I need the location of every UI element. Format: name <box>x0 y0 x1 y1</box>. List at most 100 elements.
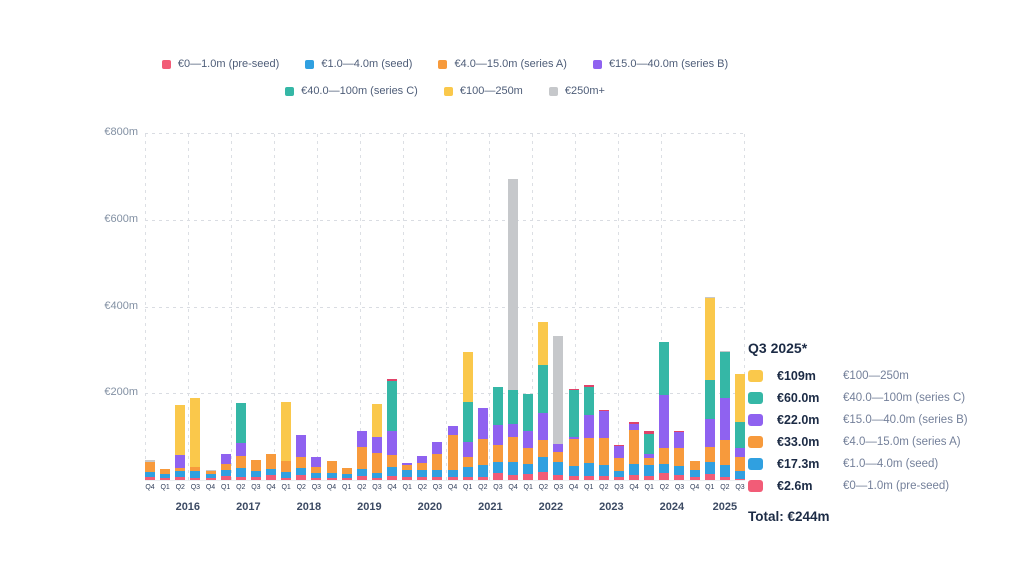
segment-series_a <box>190 466 201 471</box>
segment-series_b <box>356 431 367 448</box>
panel-label: €0—1.0m (pre-seed) <box>843 479 950 492</box>
bar-2025-q2[interactable] <box>719 350 730 480</box>
bar-2017-q2[interactable] <box>235 403 246 480</box>
x-tick-year: 2025 <box>712 501 738 513</box>
gridline <box>403 133 404 480</box>
bar-slot <box>281 401 292 480</box>
segment-series_b <box>432 442 443 454</box>
segment-series_b <box>220 454 231 464</box>
bar-2020-q2[interactable] <box>417 456 428 480</box>
segment-seed <box>447 470 458 477</box>
gridline <box>145 393 745 395</box>
bar-2020-q4[interactable] <box>447 425 458 480</box>
legend-label: €1.0—4.0m (seed) <box>321 58 413 70</box>
x-tick-year: 2023 <box>599 501 624 513</box>
bar-2018-q2[interactable] <box>296 434 307 480</box>
bar-slot <box>266 454 276 480</box>
segment-series_a <box>462 457 473 467</box>
bar-2021-q3[interactable] <box>492 387 503 480</box>
segment-m100_250 <box>734 374 745 422</box>
segment-cap <box>644 431 655 434</box>
bar-2020-q3[interactable] <box>432 442 443 480</box>
segment-seed <box>598 464 609 476</box>
segment-series_b <box>629 424 639 431</box>
bar-2019-q2[interactable] <box>356 431 367 480</box>
segment-pre_seed <box>629 474 639 480</box>
bar-2016-q1[interactable] <box>160 469 171 480</box>
x-tick-year: 2017 <box>236 501 261 513</box>
panel-title: Q3 2025* <box>748 340 808 356</box>
x-tick-year: 2016 <box>175 501 201 513</box>
bar-2023-q4[interactable] <box>629 421 639 480</box>
bar-2016-q3[interactable] <box>190 398 201 480</box>
legend-item-pre_seed[interactable]: €0—1.0m (pre-seed) <box>161 58 279 70</box>
segment-series_a <box>704 447 715 463</box>
gridline <box>145 219 745 221</box>
bar-2021-q1[interactable] <box>462 352 473 480</box>
bar-2018-q3[interactable] <box>311 457 322 480</box>
segment-series_a <box>553 452 564 462</box>
bar-2022-q1[interactable] <box>523 394 534 480</box>
bar-2017-q1[interactable] <box>220 454 231 480</box>
bar-slot <box>250 459 261 480</box>
panel-label: €1.0—4.0m (seed) <box>843 457 939 470</box>
bar-2025-q3[interactable] <box>734 374 745 480</box>
bar-2025-q1[interactable] <box>704 297 715 480</box>
legend-item-series_b[interactable]: €15.0—40.0m (series B) <box>592 58 729 70</box>
segment-series_c <box>583 386 594 415</box>
x-tick-quarter: Q4 <box>326 484 337 491</box>
bar-2021-q4[interactable] <box>508 178 518 480</box>
segment-cap <box>387 379 397 382</box>
panel-label: €40.0—100m (series C) <box>843 391 966 404</box>
segment-seed <box>175 471 186 478</box>
x-tick-quarter: Q3 <box>735 484 745 491</box>
legend-item-m100_250[interactable]: €100—250m <box>443 85 523 97</box>
bar-2022-q2[interactable] <box>538 321 549 480</box>
bar-2024-q4[interactable] <box>689 460 700 480</box>
bar-slot <box>508 178 518 480</box>
segment-pre_seed <box>235 476 246 480</box>
legend-label: €15.0—40.0m (series B) <box>608 58 729 70</box>
segment-seed <box>235 467 246 477</box>
bar-2019-q1[interactable] <box>341 467 352 480</box>
legend-item-series_c[interactable]: €40.0—100m (series C) <box>285 85 418 97</box>
segment-seed <box>356 468 367 476</box>
segment-seed <box>266 468 276 475</box>
bar-slot <box>402 463 413 480</box>
bar-2015-q4[interactable] <box>145 460 155 480</box>
y-tick: €200m <box>104 386 138 399</box>
bar-2019-q4[interactable] <box>387 379 397 480</box>
legend-item-series_a[interactable]: €4.0—15.0m (series A) <box>438 58 567 70</box>
bar-2024-q1[interactable] <box>644 431 655 480</box>
gridline <box>489 133 490 480</box>
legend-item-m250_plus[interactable]: €250m+ <box>548 85 605 97</box>
bar-2023-q2[interactable] <box>598 409 609 480</box>
bar-2017-q3[interactable] <box>250 459 261 480</box>
bar-2021-q2[interactable] <box>477 408 488 480</box>
legend-item-seed[interactable]: €1.0—4.0m (seed) <box>305 58 412 70</box>
bar-2016-q4[interactable] <box>205 469 216 480</box>
segment-seed <box>613 471 624 478</box>
bar-2023-q3[interactable] <box>613 444 624 480</box>
x-tick-quarter: Q3 <box>432 484 443 491</box>
segment-seed <box>311 473 322 478</box>
bar-2020-q1[interactable] <box>402 463 413 480</box>
bar-2018-q4[interactable] <box>326 460 337 480</box>
bar-2016-q2[interactable] <box>175 405 186 480</box>
bar-2018-q1[interactable] <box>281 401 292 480</box>
x-tick-quarter: Q1 <box>463 484 473 491</box>
segment-series_a <box>508 436 518 462</box>
bar-2019-q3[interactable] <box>371 404 382 480</box>
bar-2024-q2[interactable] <box>659 342 670 480</box>
bar-slot <box>613 444 624 480</box>
segment-pre_seed <box>387 475 397 480</box>
bar-2022-q3[interactable] <box>553 336 564 480</box>
x-tick-quarter: Q3 <box>553 484 564 491</box>
bar-2022-q4[interactable] <box>568 388 579 480</box>
bar-2017-q4[interactable] <box>266 454 276 480</box>
gridline <box>145 133 146 480</box>
bar-slot <box>387 379 397 480</box>
segment-series_a <box>477 439 488 466</box>
bar-2024-q3[interactable] <box>674 431 685 480</box>
bar-2023-q1[interactable] <box>583 385 594 480</box>
